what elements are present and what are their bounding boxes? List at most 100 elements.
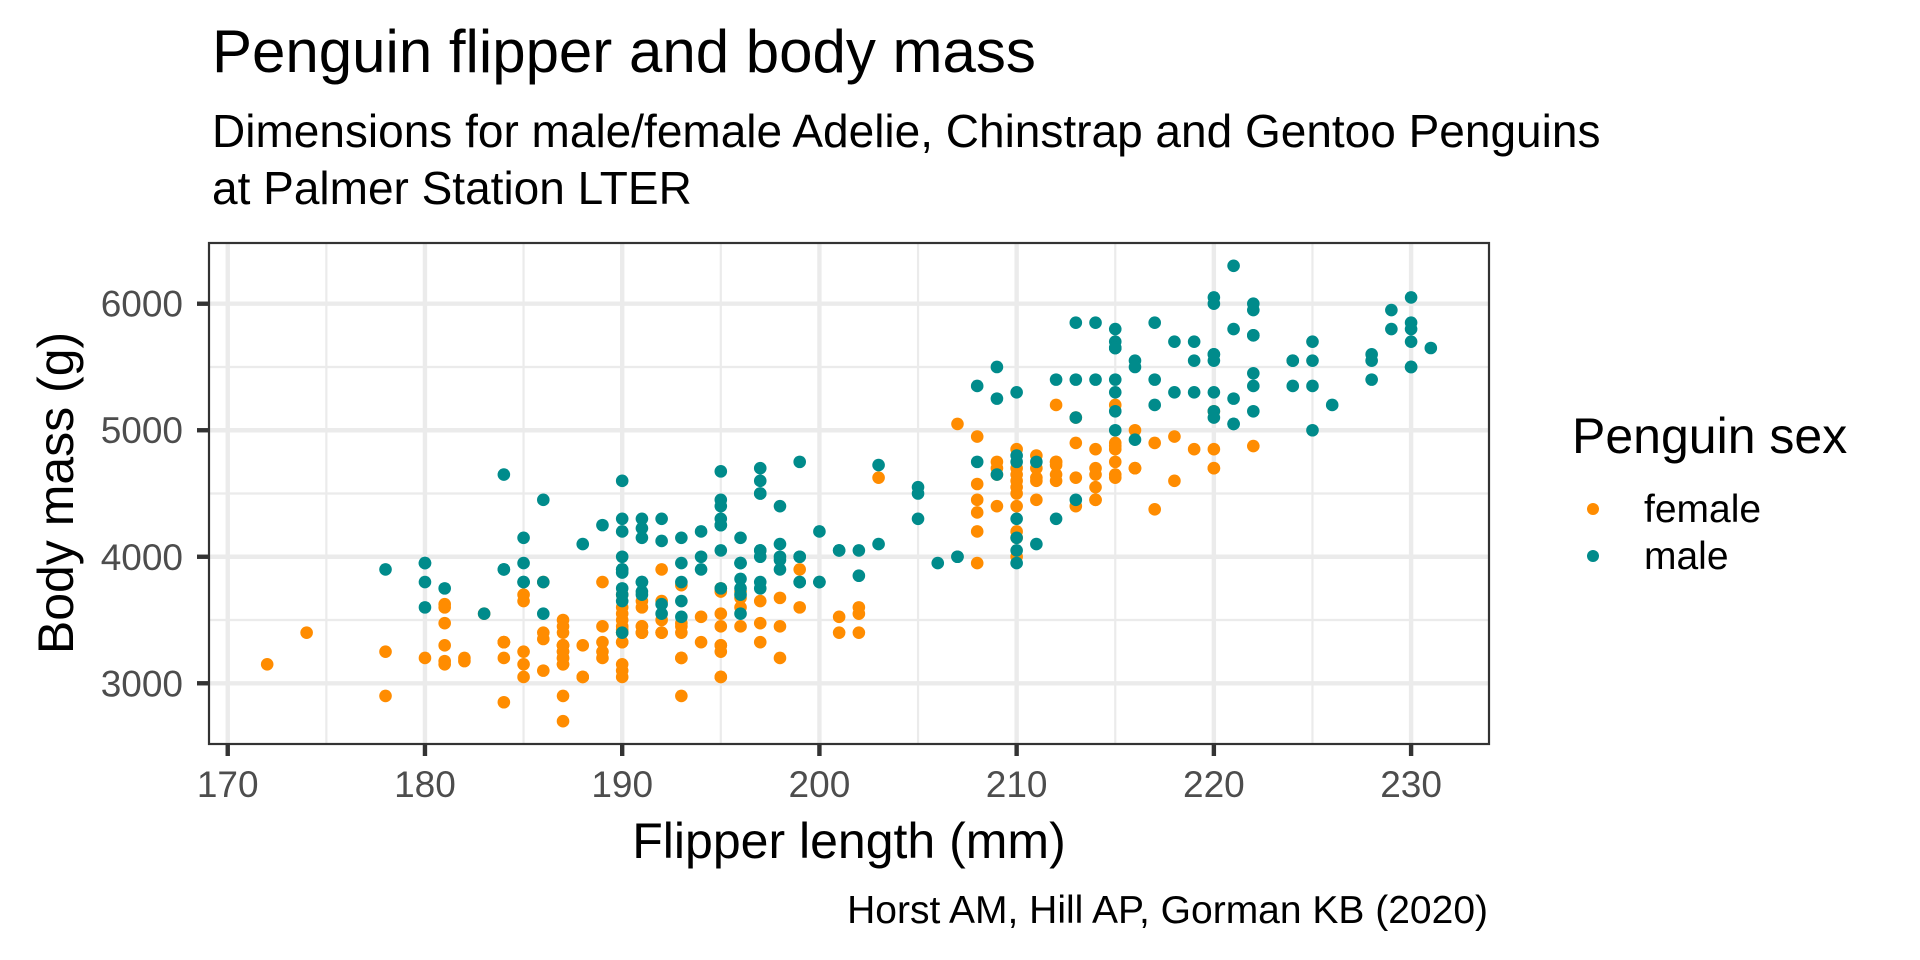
point-female	[1010, 474, 1023, 488]
point-male	[832, 544, 846, 557]
point-female	[1148, 436, 1162, 450]
minor-gridlines	[209, 243, 1489, 744]
point-female	[615, 670, 629, 684]
point-male	[1069, 411, 1083, 424]
point-male	[1049, 373, 1063, 386]
point-male	[1227, 392, 1240, 405]
point-male	[675, 594, 688, 608]
point-male	[635, 512, 649, 526]
point-female	[1089, 468, 1102, 481]
x-tick-label: 210	[986, 764, 1048, 805]
y-tick-label: 6000	[101, 284, 183, 325]
x-tick-label: 230	[1380, 764, 1442, 805]
point-male	[635, 588, 649, 602]
point-male	[1227, 417, 1240, 431]
point-female	[773, 651, 787, 665]
x-tick-label: 170	[197, 764, 259, 805]
point-female	[1247, 439, 1260, 453]
point-male	[1306, 379, 1319, 393]
point-female	[438, 601, 451, 614]
point-male	[1365, 373, 1378, 386]
point-female	[1128, 461, 1142, 475]
point-male	[970, 455, 984, 469]
point-male	[714, 518, 728, 532]
point-female	[1049, 468, 1063, 481]
point-male	[793, 575, 806, 589]
point-female	[438, 616, 451, 630]
point-male	[813, 525, 826, 538]
data-points	[260, 259, 1438, 728]
point-male	[1286, 379, 1300, 393]
point-male	[1207, 297, 1221, 311]
point-male	[753, 474, 767, 488]
point-female	[990, 499, 1004, 513]
point-male	[753, 487, 767, 500]
y-axis-title: Body mass (g)	[28, 332, 84, 654]
point-male	[536, 575, 550, 589]
point-female	[1069, 436, 1083, 450]
panel-border	[207, 241, 1491, 746]
point-female	[714, 620, 728, 633]
point-male	[1404, 360, 1418, 374]
point-male	[615, 512, 629, 526]
point-female	[970, 477, 984, 491]
point-female	[556, 689, 570, 703]
legend: Penguin sex female male	[1572, 408, 1847, 578]
point-female	[970, 556, 984, 570]
point-female	[497, 635, 511, 649]
point-female	[655, 626, 668, 639]
point-female	[872, 471, 885, 484]
point-female	[556, 645, 570, 658]
point-male	[1108, 373, 1122, 386]
point-male	[1306, 354, 1319, 367]
point-male	[675, 531, 688, 545]
point-male	[793, 550, 806, 564]
legend-title: Penguin sex	[1572, 408, 1847, 464]
point-female	[379, 645, 392, 658]
point-female	[970, 525, 984, 538]
point-male	[1128, 433, 1142, 447]
point-female	[418, 651, 432, 665]
point-male	[1069, 373, 1083, 386]
point-male	[517, 556, 530, 570]
point-male	[1247, 297, 1260, 311]
point-male	[1385, 322, 1398, 336]
point-female	[1128, 423, 1142, 437]
point-male	[734, 607, 747, 620]
chart-title: Penguin flipper and body mass	[212, 18, 1036, 85]
point-female	[793, 563, 806, 576]
point-female	[675, 651, 688, 665]
legend-label-female: female	[1644, 488, 1761, 531]
point-male	[931, 556, 945, 570]
point-male	[793, 455, 806, 469]
point-male	[753, 575, 767, 589]
point-male	[615, 563, 629, 576]
point-female	[556, 657, 570, 671]
x-tick-label: 180	[394, 764, 456, 805]
point-female	[675, 689, 688, 703]
point-male	[615, 626, 629, 639]
point-female	[615, 635, 629, 649]
point-male	[1148, 316, 1162, 330]
legend-key-male-icon	[1587, 550, 1599, 562]
point-male	[694, 525, 708, 538]
point-female	[1207, 442, 1221, 456]
point-male	[497, 468, 511, 481]
point-male	[1108, 404, 1122, 418]
y-axis: 3000 4000 5000 6000	[101, 284, 209, 704]
point-male	[379, 563, 392, 576]
chart-subtitle-line-2: at Palmer Station LTER	[212, 162, 692, 214]
point-male	[694, 550, 708, 564]
point-male	[675, 556, 688, 570]
point-male	[1010, 512, 1023, 526]
point-male	[1030, 537, 1043, 551]
point-female	[1207, 461, 1221, 475]
legend-item-female: female	[1587, 488, 1761, 531]
point-male	[753, 461, 767, 475]
point-male	[418, 575, 432, 589]
point-male	[655, 607, 668, 620]
point-female	[517, 645, 530, 658]
point-female	[832, 626, 846, 639]
point-male	[1108, 385, 1122, 399]
point-male	[773, 499, 787, 513]
